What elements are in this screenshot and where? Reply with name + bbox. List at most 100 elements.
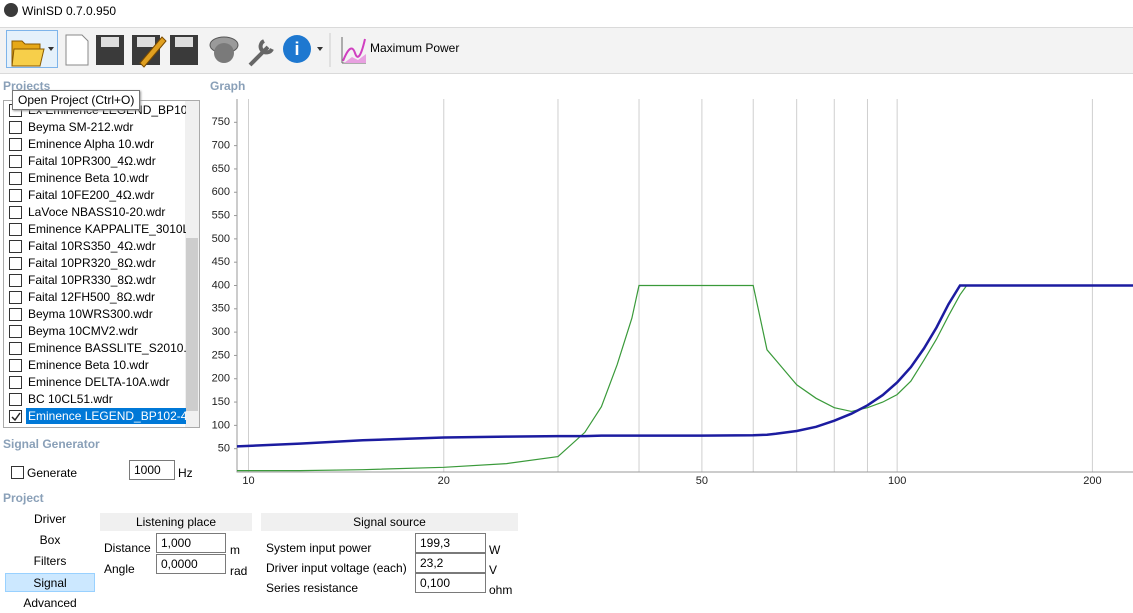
tab[interactable]: Driver: [34, 512, 66, 526]
frequency-unit: Hz: [178, 466, 193, 480]
svg-text:i: i: [294, 39, 299, 59]
x-tick-label: 20: [438, 475, 450, 487]
item-checkbox[interactable]: [9, 189, 22, 202]
project-item[interactable]: Faital 10PR330_8Ω.wdr: [28, 273, 156, 287]
item-checkbox[interactable]: [9, 257, 22, 270]
tab[interactable]: Filters: [33, 554, 67, 568]
project-item[interactable]: BC 10CL51.wdr: [28, 392, 113, 406]
field-input[interactable]: 1,000: [156, 533, 226, 553]
project-item[interactable]: Faital 10PR300_4Ω.wdr: [28, 154, 156, 168]
y-tick-label: 200: [212, 373, 230, 385]
project-label: Project: [3, 491, 44, 505]
project-item[interactable]: Faital 10FE200_4Ω.wdr: [28, 188, 155, 202]
item-checkbox[interactable]: [9, 223, 22, 236]
panel-header: Listening place: [100, 513, 252, 531]
item-checkbox[interactable]: [9, 376, 22, 389]
x-tick-label: 50: [696, 475, 708, 487]
field-label: Angle: [104, 562, 135, 576]
item-checkbox[interactable]: [9, 138, 22, 151]
item-checkbox[interactable]: [9, 342, 22, 355]
item-checkbox[interactable]: [9, 121, 22, 134]
check-mark: [11, 412, 21, 422]
item-checkbox[interactable]: [9, 393, 22, 406]
chart: 10 20 50 100 200 50 100 150 200 250 300 350 400 450 50…: [212, 99, 1133, 487]
toolbar-icons: i: [11, 33, 366, 68]
field-unit: W: [489, 543, 501, 557]
y-tick-label: 100: [212, 419, 230, 431]
tab[interactable]: Box: [39, 533, 61, 547]
project-item[interactable]: Beyma 10CMV2.wdr: [28, 324, 139, 338]
field-label: Series resistance: [266, 581, 359, 595]
y-tick-label: 550: [212, 209, 230, 221]
y-tick-label: 50: [218, 443, 230, 455]
y-tick-label: 300: [212, 326, 230, 338]
item-checkbox[interactable]: [9, 359, 22, 372]
tab[interactable]: Advanced: [23, 596, 77, 610]
item-checkbox[interactable]: [9, 172, 22, 185]
project-list[interactable]: Ex Eminence LEGEND_BP102- Beyma SM-212.wd…: [3, 100, 200, 428]
project-item[interactable]: Beyma SM-212.wdr: [28, 120, 134, 134]
y-tick-label: 350: [212, 303, 230, 315]
mode-label[interactable]: Maximum Power: [370, 41, 460, 55]
y-tick-label: 250: [212, 349, 230, 361]
field-unit: rad: [230, 564, 248, 578]
project-item[interactable]: Eminence Alpha 10.wdr: [28, 137, 155, 151]
tooltip: Open Project (Ctrl+O): [12, 90, 141, 110]
generate-checkbox[interactable]: [11, 466, 24, 479]
tab[interactable]: Signal: [5, 573, 95, 592]
field-input[interactable]: 23,2: [415, 553, 486, 573]
y-tick-label: 600: [212, 186, 230, 198]
project-item[interactable]: Faital 10RS350_4Ω.wdr: [28, 239, 156, 253]
signal-generator-label: Signal Generator: [3, 437, 100, 451]
project-item[interactable]: Eminence Beta 10.wdr: [28, 358, 149, 372]
item-checkbox[interactable]: [9, 274, 22, 287]
project-item[interactable]: Faital 10PR320_8Ω.wdr: [28, 256, 156, 270]
graph-label: Graph: [210, 79, 246, 93]
window-title: WinISD 0.7.0.950: [22, 4, 117, 18]
item-checkbox[interactable]: [9, 308, 22, 321]
y-tick-label: 500: [212, 233, 230, 245]
field-unit: ohm: [489, 583, 513, 597]
field-input[interactable]: 0,0000: [156, 554, 226, 574]
frequency-input[interactable]: 1000: [129, 460, 175, 480]
project-item[interactable]: Faital 12FH500_8Ω.wdr: [28, 290, 156, 304]
project-item[interactable]: Eminence BASSLITE_S2010.wc: [28, 341, 186, 355]
field-unit: V: [489, 563, 498, 577]
axis-frame: [236, 99, 1133, 473]
scroll-thumb[interactable]: [186, 238, 198, 411]
field-label: Driver input voltage (each): [266, 561, 407, 575]
y-tick-label: 750: [212, 116, 230, 128]
item-checkbox[interactable]: [9, 155, 22, 168]
x-tick-label: 10: [242, 475, 254, 487]
series-line: [237, 284, 1133, 472]
project-item[interactable]: LaVoce NBASS10-20.wdr: [28, 205, 166, 219]
project-item[interactable]: Eminence Beta 10.wdr: [28, 171, 149, 185]
project-item[interactable]: Eminence DELTA-10A.wdr: [28, 375, 170, 389]
item-checkbox[interactable]: [9, 240, 22, 253]
project-item[interactable]: Beyma 10WRS300.wdr: [28, 307, 153, 321]
item-checkbox[interactable]: [9, 206, 22, 219]
x-tick-label: 200: [1083, 475, 1101, 487]
x-tick-label: 100: [888, 475, 906, 487]
field-input[interactable]: 0,100: [415, 573, 486, 593]
field-label: Distance: [104, 541, 151, 555]
panel-header: Signal source: [261, 513, 518, 531]
item-checkbox[interactable]: [9, 325, 22, 338]
y-tick-label: 450: [212, 256, 230, 268]
field-input[interactable]: 199,3: [415, 533, 486, 553]
field-unit: m: [230, 543, 240, 557]
y-tick-label: 150: [212, 396, 230, 408]
project-item[interactable]: Eminence KAPPALITE_3010LF.: [28, 222, 186, 236]
item-checkbox[interactable]: [9, 410, 22, 423]
series-line: [236, 284, 1133, 448]
generate-label[interactable]: Generate: [27, 466, 78, 480]
y-tick-label: 650: [212, 163, 230, 175]
y-tick-label: 700: [212, 140, 230, 152]
project-item[interactable]: Eminence LEGEND_BP102-4.v: [26, 408, 186, 424]
field-label: System input power: [266, 541, 372, 555]
y-tick-label: 400: [212, 279, 230, 291]
app-icon: [4, 3, 18, 17]
item-checkbox[interactable]: [9, 291, 22, 304]
projects-label: Projects: [3, 79, 51, 93]
